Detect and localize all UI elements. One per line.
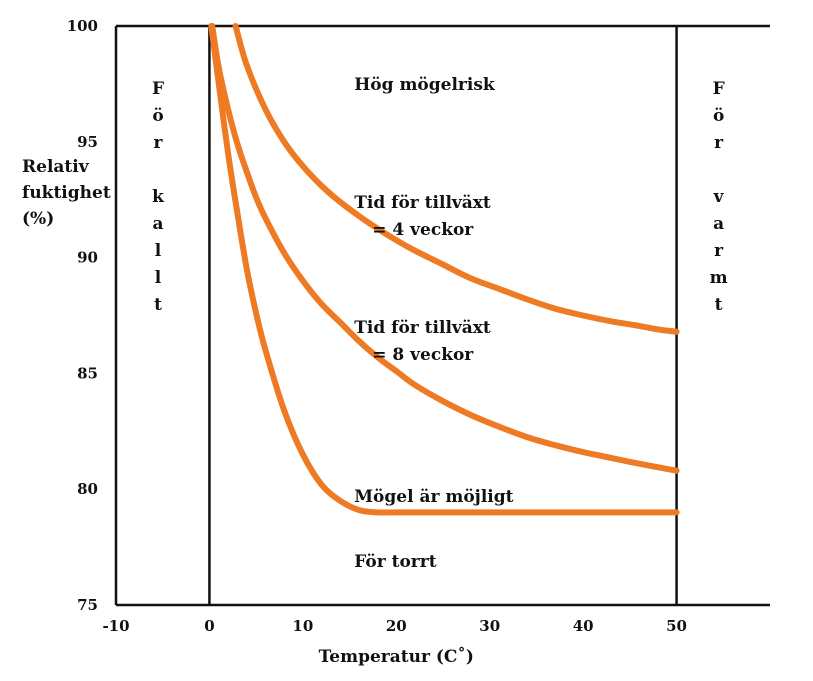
growth-4-weeks-label: Tid för tillväxt: [354, 193, 491, 213]
warm-zone-letter: r: [714, 133, 724, 153]
x-tick-label: 40: [573, 617, 594, 635]
y-tick-labels: 75 80 85 90 95 100: [67, 17, 98, 614]
x-tick-label: 50: [666, 617, 687, 635]
warm-zone-letter: v: [713, 187, 725, 207]
y-axis-label: Relativ fuktighet (%): [22, 157, 111, 229]
x-axis-label: Temperatur (C˚): [319, 646, 474, 667]
y-tick-label: 85: [77, 364, 98, 382]
x-tick-labels: -10 0 10 20 30 40 50: [102, 617, 687, 635]
y-axis-label-line: Relativ: [22, 157, 90, 177]
series-line-2: [209, 23, 680, 474]
y-tick-label: 95: [77, 133, 98, 151]
cold-zone-letter: F: [152, 79, 164, 99]
cold-zone-letter: t: [154, 295, 162, 315]
warm-zone-letter: ö: [713, 106, 724, 126]
y-tick-label: 80: [77, 480, 98, 498]
cold-zone-letter: ö: [152, 106, 163, 126]
y-tick-label: 75: [77, 596, 98, 614]
growth-8-weeks-label: = 8 veckor: [372, 345, 474, 365]
too-dry-label: För torrt: [354, 552, 436, 572]
cold-zone-letter: k: [152, 187, 165, 207]
warm-zone-letter: t: [715, 295, 723, 315]
y-tick-label: 100: [67, 17, 98, 35]
warm-zone-letter: F: [713, 79, 725, 99]
y-axis-label-line: (%): [22, 209, 54, 229]
x-tick-label: 0: [204, 617, 214, 635]
x-tick-label: -10: [102, 617, 129, 635]
warm-zone-letter: a: [713, 214, 724, 234]
plot-frame: [114, 24, 770, 607]
series-line-3: [208, 23, 680, 516]
y-tick-label: 90: [77, 249, 98, 267]
series-line-1: [232, 23, 680, 335]
cold-zone-letter: l: [155, 241, 162, 261]
annotations: Hög mögelrisk Tid för tillväxt = 4 veckor T…: [354, 75, 513, 572]
cold-zone-letter: a: [153, 214, 164, 234]
y-axis-label-line: fuktighet: [22, 183, 111, 203]
growth-8-weeks-label: Tid för tillväxt: [354, 318, 491, 338]
cold-zone-letter: r: [154, 133, 164, 153]
warm-zone-letter: m: [710, 268, 728, 288]
x-tick-label: 10: [292, 617, 313, 635]
x-tick-label: 30: [479, 617, 500, 635]
series-layer: [208, 23, 680, 516]
cold-zone-letter: l: [155, 268, 162, 288]
high-risk-label: Hög mögelrisk: [354, 75, 496, 95]
growth-4-weeks-label: = 4 veckor: [372, 220, 474, 240]
x-tick-label: 20: [386, 617, 407, 635]
warm-zone-letter: r: [714, 241, 724, 261]
mold-possible-label: Mögel är möjligt: [354, 487, 513, 507]
